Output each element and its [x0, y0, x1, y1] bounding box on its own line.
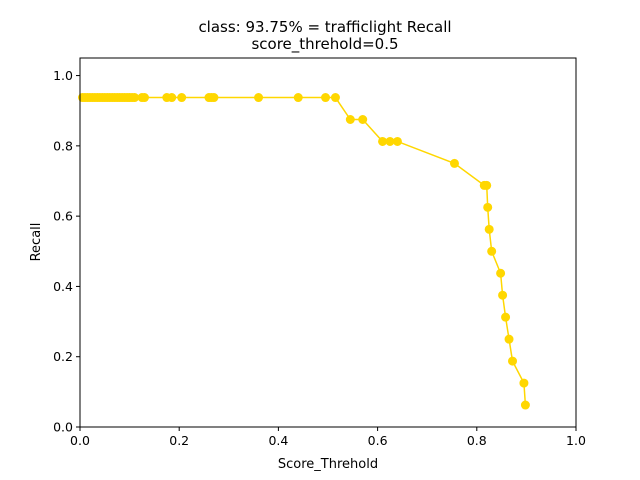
data-point	[385, 136, 395, 146]
x-tick-label: 0.8	[467, 433, 487, 448]
data-point	[501, 312, 511, 322]
x-tick-label: 0.4	[268, 433, 288, 448]
data-point	[483, 202, 493, 212]
y-tick-label: 1.0	[53, 68, 73, 83]
data-point	[484, 224, 494, 234]
series-layer	[77, 93, 530, 410]
data-point	[392, 136, 402, 146]
x-tick-label: 0.6	[368, 433, 388, 448]
y-tick-label: 0.2	[53, 349, 73, 364]
y-tick-label: 0.0	[53, 420, 73, 435]
series-line	[82, 96, 527, 406]
data-point	[167, 93, 177, 103]
data-point	[321, 93, 331, 103]
data-point	[487, 246, 497, 256]
chart-subtitle: score_threhold=0.5	[251, 35, 398, 54]
data-point	[520, 400, 530, 410]
data-point	[254, 93, 264, 103]
data-point	[378, 136, 388, 146]
y-axis-label: Recall	[29, 223, 44, 262]
data-point	[496, 268, 506, 278]
chart-title: class: 93.75% = trafficlight Recall	[198, 18, 451, 36]
data-point	[358, 115, 368, 124]
data-point	[498, 290, 508, 300]
x-tick-label: 0.2	[169, 433, 189, 448]
data-point	[504, 334, 514, 344]
x-tick-label: 0.0	[70, 433, 90, 448]
data-point	[519, 378, 529, 388]
plot-frame	[79, 57, 577, 428]
data-point	[139, 93, 149, 103]
data-point	[177, 93, 187, 103]
x-tick-label: 1.0	[566, 433, 586, 448]
data-point	[293, 93, 303, 103]
data-point	[330, 93, 340, 103]
data-point	[482, 180, 492, 190]
data-point	[130, 93, 140, 103]
data-point	[345, 115, 355, 124]
x-axis: 0.0 0.2 0.4 0.6 0.8 1.0	[70, 427, 586, 448]
x-axis-label: Score_Threhold	[278, 457, 378, 472]
y-tick-label: 0.4	[53, 279, 73, 294]
data-point	[449, 158, 459, 168]
data-point	[508, 356, 518, 366]
y-tick-label: 0.6	[53, 209, 73, 224]
y-axis: 0.0 0.2 0.4 0.6 0.8 1.0	[53, 68, 80, 435]
data-point	[209, 93, 219, 103]
y-tick-label: 0.8	[53, 138, 73, 153]
